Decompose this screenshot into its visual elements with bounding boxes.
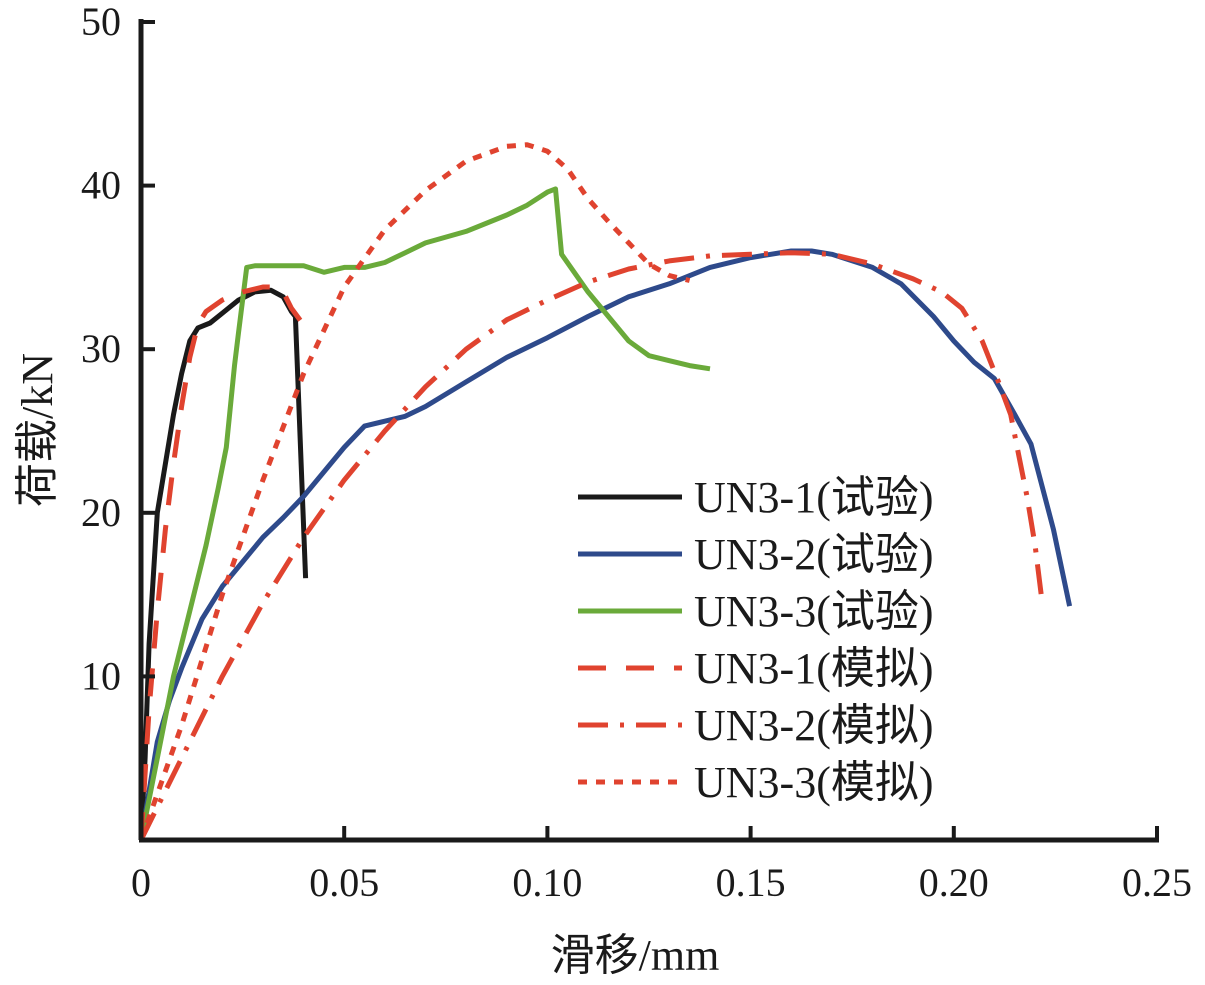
series-line-3 (138, 186, 711, 841)
legend-label-5: UN3-2(模拟) (694, 701, 934, 750)
legend-label-1: UN3-1(试验) (694, 473, 934, 522)
y-tick-label: 10 (81, 653, 121, 698)
ticks: 0 0.05 0.10 0.15 0.20 0.25 10 20 30 40 50 (81, 0, 1192, 905)
series-line-6 (138, 142, 691, 841)
legend: UN3-1(试验) UN3-2(试验) UN3-3(试验) UN3-1(模拟) UN3-… (578, 473, 934, 807)
x-tick-label: 0.25 (1122, 860, 1192, 905)
legend-label-4: UN3-1(模拟) (694, 644, 934, 693)
series-line-1 (138, 287, 309, 841)
series-line-5 (138, 250, 1044, 842)
x-tick-label: 0 (131, 860, 151, 905)
legend-label-3: UN3-3(试验) (694, 587, 934, 636)
x-tick-label: 0.05 (309, 860, 379, 905)
x-tick-label: 0.15 (716, 860, 786, 905)
y-tick-label: 50 (81, 0, 121, 44)
legend-label-6: UN3-3(模拟) (694, 758, 934, 807)
series-layer (138, 142, 1073, 842)
y-tick-label: 40 (81, 163, 121, 208)
y-tick-label: 30 (81, 326, 121, 371)
x-axis-title: 滑移/mm (551, 931, 720, 980)
y-tick-label: 20 (81, 490, 121, 535)
series-line-4 (138, 284, 306, 841)
y-axis-title: 荷载/kN (13, 353, 62, 507)
legend-label-2: UN3-2(试验) (694, 530, 934, 579)
x-tick-label: 0.10 (512, 860, 582, 905)
x-tick-label: 0.20 (919, 860, 989, 905)
axes (138, 19, 1159, 843)
